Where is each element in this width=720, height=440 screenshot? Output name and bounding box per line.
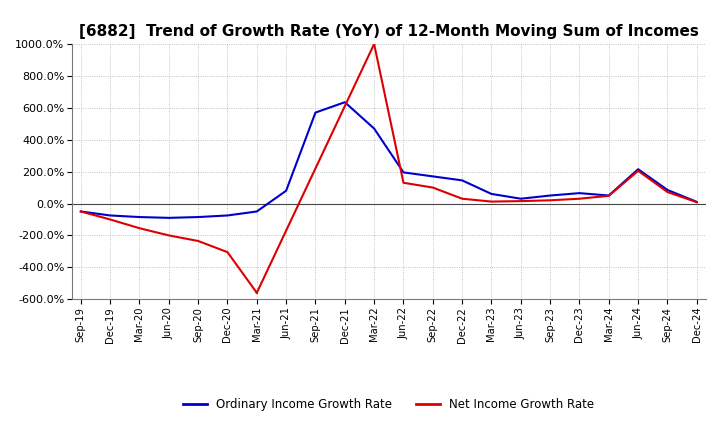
Legend: Ordinary Income Growth Rate, Net Income Growth Rate: Ordinary Income Growth Rate, Net Income … [179, 393, 599, 416]
Title: [6882]  Trend of Growth Rate (YoY) of 12-Month Moving Sum of Incomes: [6882] Trend of Growth Rate (YoY) of 12-… [79, 24, 698, 39]
